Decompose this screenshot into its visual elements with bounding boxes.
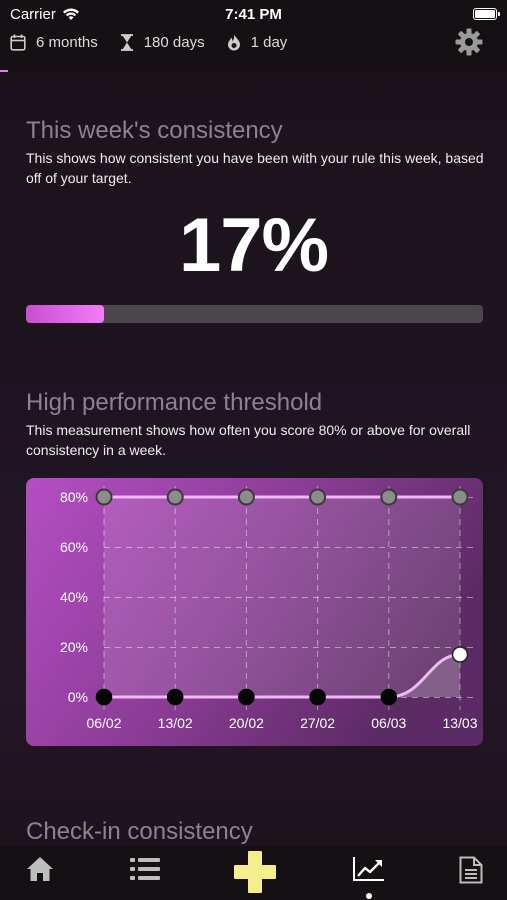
threshold-title: High performance threshold	[26, 389, 323, 416]
series-2-point	[451, 646, 469, 663]
duration-value: 6 months	[36, 33, 98, 51]
weekly-consistency-title: This week's consistency	[26, 117, 283, 144]
series-2-point	[238, 688, 255, 706]
threshold-chart: 0% 20% 40% 60% 80% 06/02 13/02 20/02 27/02 06/03 1…	[26, 478, 483, 746]
series-1-point	[309, 488, 327, 506]
x-tick-label: 06/02	[86, 715, 121, 731]
calendar-icon	[10, 34, 26, 51]
carrier-label: Carrier	[10, 6, 56, 23]
weekly-progress-bar	[26, 305, 483, 323]
series-1-point	[95, 488, 113, 506]
series-2-point	[380, 688, 398, 706]
bottom-nav	[0, 846, 507, 900]
checkin-title: Check-in consistency	[26, 818, 253, 845]
stats-icon[interactable]	[353, 856, 385, 882]
flame-icon	[227, 34, 240, 50]
streak-stat: 1 day	[227, 33, 288, 51]
days-stat: 180 days	[120, 34, 205, 51]
series-2-point	[166, 688, 184, 706]
duration-stat: 6 months	[10, 34, 98, 51]
list-icon[interactable]	[130, 856, 160, 882]
top-bar: Carrier 7:41 PM 6 months 180 days	[0, 0, 507, 72]
series-2-point	[309, 688, 326, 706]
series-1-point	[380, 488, 398, 506]
x-tick-label: 06/03	[371, 715, 406, 731]
y-tick-label: 60%	[60, 539, 88, 555]
x-tick-label: 13/02	[158, 715, 193, 731]
status-bar: Carrier 7:41 PM	[0, 6, 507, 24]
x-tick-label: 27/02	[300, 715, 335, 731]
series-1-point	[166, 488, 184, 506]
home-icon[interactable]	[26, 856, 54, 882]
y-tick-label: 20%	[60, 639, 88, 655]
series-2-point	[95, 688, 113, 706]
chart-background	[26, 478, 483, 746]
weekly-consistency-description: This shows how consistent you have been …	[26, 150, 484, 186]
series-1-area	[104, 497, 460, 697]
wifi-icon	[63, 8, 79, 20]
days-value: 180 days	[143, 33, 205, 51]
y-tick-label: 80%	[60, 489, 88, 505]
series-2-area	[388, 654, 460, 697]
add-icon[interactable]	[233, 850, 277, 894]
rule-stats: 6 months 180 days 1 day	[10, 32, 309, 52]
battery-icon	[473, 8, 500, 20]
weekly-progress-fill	[26, 305, 104, 323]
y-tick-label: 0%	[68, 689, 88, 705]
hourglass-icon	[120, 33, 133, 51]
series-1-point	[237, 488, 255, 506]
y-tick-label: 40%	[60, 589, 88, 605]
threshold-description: This measurement shows how often you sco…	[26, 422, 471, 458]
weekly-consistency-percent: 17%	[178, 203, 329, 288]
streak-value: 1 day	[250, 33, 288, 51]
active-tab-dot	[366, 893, 372, 899]
x-tick-label: 20/02	[229, 715, 264, 731]
series-1-point	[451, 488, 469, 506]
gear-icon[interactable]	[455, 28, 483, 56]
x-tick-label: 13/03	[442, 715, 477, 731]
tab-indicator	[0, 70, 8, 72]
notes-icon[interactable]	[459, 856, 483, 884]
series-2-line	[104, 653, 461, 699]
clock: 7:41 PM	[225, 6, 282, 23]
